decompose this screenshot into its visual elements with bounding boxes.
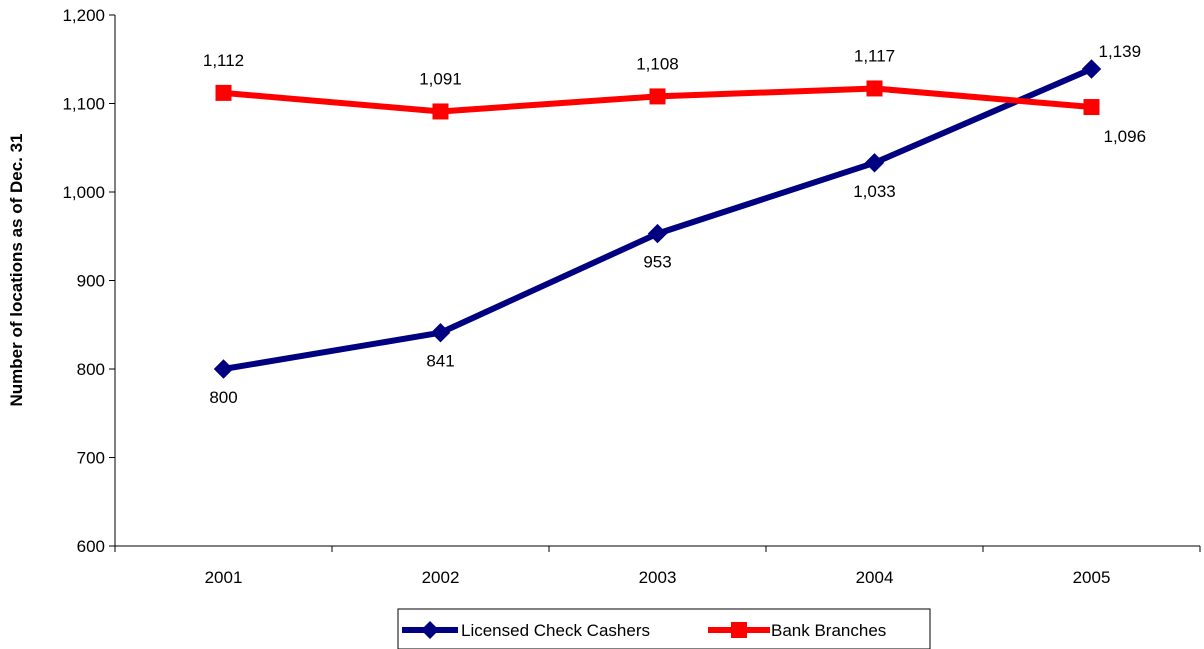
x-tick-label: 2003 (639, 568, 677, 587)
series-bank-branches: 1,112 1,091 1,108 1,117 1,096 (203, 46, 1146, 146)
x-tick-label: 2002 (422, 568, 460, 587)
data-point-square (649, 88, 666, 105)
data-label: 1,096 (1104, 127, 1147, 146)
y-tick-label: 1,100 (62, 95, 105, 114)
legend: Licensed Check Cashers Bank Branches (397, 608, 931, 649)
data-label: 1,112 (203, 51, 244, 70)
y-tick-label: 900 (77, 272, 105, 291)
data-point-square (432, 103, 449, 120)
legend-box (397, 608, 931, 649)
data-point-diamond (213, 359, 234, 379)
data-point-diamond (864, 153, 885, 173)
legend-label: Licensed Check Cashers (461, 621, 650, 640)
y-tick-label: 1,200 (62, 6, 105, 25)
data-label: 800 (209, 388, 237, 407)
data-point-square (1083, 99, 1100, 116)
data-label: 953 (643, 253, 671, 272)
y-axis-title: Number of locations as of Dec. 31 (7, 133, 26, 406)
data-label: 841 (426, 352, 454, 371)
x-tick-label: 2004 (856, 568, 894, 587)
data-label: 1,033 (853, 182, 896, 201)
data-label: 1,117 (854, 46, 895, 65)
series-licensed-check-cashers: 800 841 953 1,033 1,139 (209, 42, 1141, 407)
data-point-square (866, 80, 883, 97)
y-tick-label: 800 (77, 360, 105, 379)
legend-label: Bank Branches (771, 621, 886, 640)
data-point-square (215, 84, 232, 101)
x-tick-label: 2001 (205, 568, 243, 587)
legend-marker-square (731, 622, 747, 638)
axes: 600 700 800 900 1,000 1,100 1,200 2001 2002 2003 2… (62, 6, 1201, 587)
y-tick-label: 700 (77, 449, 105, 468)
legend-marker-diamond (421, 621, 439, 639)
y-tick-label: 1,000 (62, 183, 105, 202)
data-point-diamond (430, 323, 451, 343)
data-label: 1,139 (1099, 42, 1142, 61)
series-line (223, 66, 1093, 372)
data-label: 1,091 (419, 69, 462, 88)
y-tick-label: 600 (77, 537, 105, 556)
legend-item-licensed-check-cashers: Licensed Check Cashers (402, 621, 650, 640)
legend-item-bank-branches: Bank Branches (708, 621, 886, 640)
data-point-diamond (647, 223, 668, 244)
data-point-diamond (1081, 59, 1102, 79)
data-label: 1,108 (636, 54, 679, 73)
x-tick-label: 2005 (1073, 568, 1111, 587)
